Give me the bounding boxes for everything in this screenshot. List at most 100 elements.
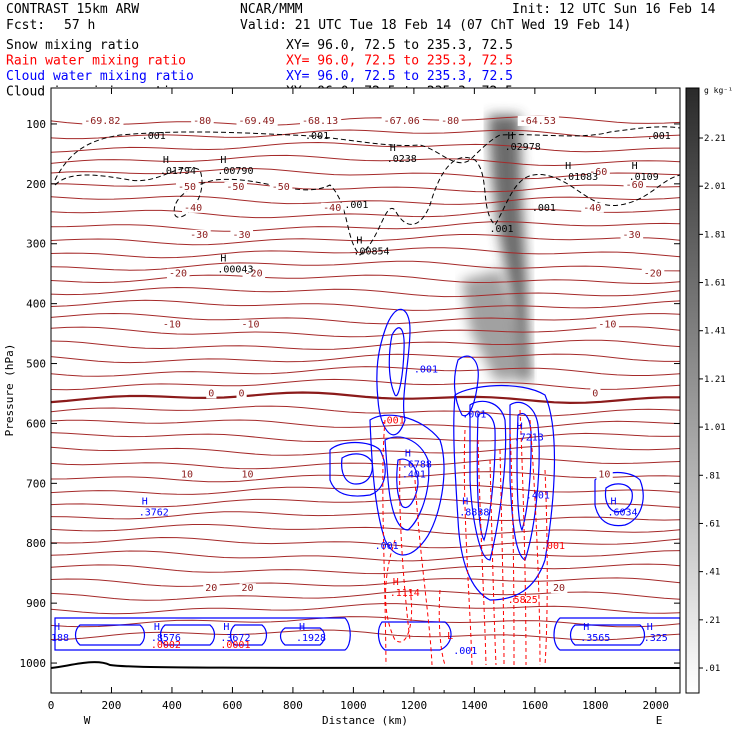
legend-field-name: Cloud water mixing ratio (6, 69, 194, 84)
extremum-value: .3565 (580, 633, 610, 644)
contour-label-bg (596, 469, 613, 480)
colorbar-label: .01 (704, 664, 720, 674)
temperature-contour-label: 20 (205, 583, 217, 594)
colorbar: g kg⁻¹ 2.21 2.01 1.81 1.61 1.41 1.21 1.01 .81 .6… (685, 86, 733, 694)
contour-label-bg (381, 115, 423, 126)
temperature-contour-label: -20 (245, 269, 263, 280)
colorbar-ramp (685, 87, 700, 694)
x-tick-label: 200 (102, 699, 122, 712)
legend-field-name: Rain water mixing ratio (6, 54, 186, 69)
colorbar-label: .81 (704, 471, 720, 481)
x-tick-label: 1400 (461, 699, 488, 712)
x-tick-label: 1600 (522, 699, 549, 712)
y-tick-label: 200 (26, 178, 46, 191)
extremum-marker: H (154, 622, 160, 633)
cloud-water-contours (54, 308, 680, 651)
x-tick-label: 1200 (401, 699, 428, 712)
isotherm-line (51, 366, 680, 377)
isotherm-line (51, 312, 680, 325)
colorbar-label: 1.01 (704, 423, 726, 433)
extremum-value: .00854 (353, 247, 389, 258)
extremum-value: .001 (344, 200, 368, 211)
init-time: Init: 12 UTC Sun 16 Feb 14 (512, 2, 716, 17)
y-tick-label: 800 (26, 537, 46, 550)
extremum-value: .001 (375, 541, 399, 552)
x-axis: 0 200 400 600 800 1000 1200 1400 1600 1800 2000 (48, 88, 669, 712)
isotherm-line (51, 221, 680, 232)
isotherm-line (51, 419, 680, 430)
isotherm-line (51, 629, 680, 641)
contour-label-bg (206, 388, 217, 399)
isotherm-line (51, 550, 680, 562)
extremum-marker: H (565, 161, 571, 172)
contour-label-bg (620, 229, 644, 240)
extremum-marker: H (163, 155, 169, 166)
isotherm-line (51, 274, 680, 285)
extremum-value: .001 (490, 224, 514, 235)
isotherm-line (51, 498, 680, 508)
temperature-contour-label: -30 (190, 230, 208, 241)
isotherm-line (51, 339, 680, 350)
forecast-hour: 57 h (64, 18, 95, 33)
contour-label-bg (517, 115, 559, 126)
x-tick-label: 1800 (582, 699, 609, 712)
contour-label-bg (269, 181, 293, 192)
extremum-value: .325 (644, 633, 668, 644)
colorbar-label: .21 (704, 616, 720, 626)
x-tick-label: 600 (223, 699, 243, 712)
extremum-value: .401 (526, 490, 550, 501)
extremum-marker: H (393, 577, 399, 588)
extremum-value: .5825 (508, 595, 538, 606)
extremum-value: .0238 (387, 154, 417, 165)
colorbar-label: 1.41 (704, 327, 726, 337)
legend-field-xy: XY= 96.0, 72.5 to 235.3, 72.5 (286, 69, 513, 84)
model-label: NCAR/MMM (240, 2, 303, 17)
contour-label-bg (299, 115, 342, 126)
extremum-value: .1114 (390, 588, 420, 599)
isotherm-line (51, 405, 680, 417)
extremum-marker: H (647, 622, 653, 633)
contour-label-bg (239, 319, 263, 330)
contour-label-bg (439, 115, 462, 126)
y-tick-label: 900 (26, 597, 46, 610)
extremum-value: .01794 (160, 166, 196, 177)
extremum-marker: H (142, 496, 148, 507)
temperature-contour-label: -50 (178, 182, 196, 193)
contour-label-bg (166, 268, 190, 279)
extremum-marker: H (632, 161, 638, 172)
x-tick-label: 0 (48, 699, 55, 712)
extremum-value: .1928 (296, 633, 326, 644)
temperature-contours (51, 115, 680, 641)
contour-label-bg (82, 115, 124, 126)
extremum-value: .6034 (607, 507, 637, 518)
isotherm-line (51, 536, 680, 549)
extremum-value: .0001 (220, 640, 250, 651)
contour-label-bg (596, 319, 619, 330)
temperature-contour-label: -69.82 (84, 116, 120, 127)
temperature-contour-label: -80 (441, 116, 459, 127)
isotherm-line (51, 471, 680, 483)
y-tick-label: 700 (26, 477, 46, 490)
y-tick-label: 400 (26, 298, 46, 311)
isotherm-line (51, 326, 680, 338)
extremum-value: .7213 (514, 432, 544, 443)
contour-label-bg (188, 229, 211, 240)
y-tick-label: 500 (26, 358, 46, 371)
isotherm-line (51, 457, 680, 470)
isotherm-line (51, 247, 680, 259)
isotherm-line (51, 168, 680, 180)
temperature-contour-label: -80 (193, 116, 211, 127)
extremum-value: .00790 (217, 166, 253, 177)
isotherm-line (51, 432, 680, 443)
extremum-value: .01083 (562, 172, 598, 183)
extremum-value: .3672 (220, 633, 250, 644)
extrema-labels: H.01794H.00790H.0238H.02978H.01083H.0109… (51, 131, 671, 657)
legend-field-xy: XY= 96.0, 72.5 to 235.3, 72.5 (286, 38, 513, 53)
extremum-value: .02978 (505, 142, 541, 153)
legend-field-name: Snow mixing ratio (6, 38, 139, 53)
extremum-marker: H (583, 622, 589, 633)
temperature-contour-label: -69.49 (238, 116, 274, 127)
contour-label-bg (641, 268, 665, 279)
contour-label-bg (239, 583, 256, 594)
